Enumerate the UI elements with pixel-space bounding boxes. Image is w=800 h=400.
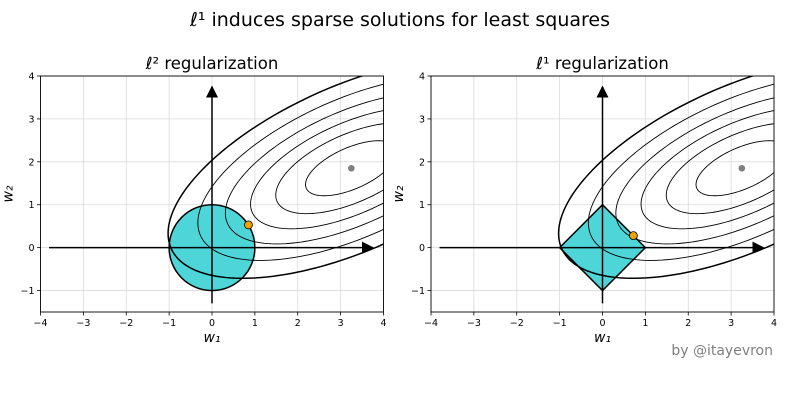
x-tick-label: −3: [467, 318, 481, 329]
unconstrained-minimum-point: [348, 164, 355, 172]
contour-line: [224, 97, 384, 245]
y-tick-label: −1: [411, 286, 425, 297]
y-tick-label: 2: [28, 157, 34, 168]
credit-text: by @itayevron: [671, 343, 773, 359]
axes-frame: [430, 75, 775, 313]
contour-line: [197, 83, 384, 261]
panel-title: ℓ¹ regularization: [535, 54, 669, 73]
plot-area: [49, 76, 384, 304]
x-tick-label: 4: [771, 318, 777, 329]
x-tick-label: −4: [33, 318, 47, 329]
contour-lines: [167, 76, 384, 280]
unconstrained-minimum-point: [738, 164, 746, 172]
y-axis-label: w₂: [391, 185, 407, 202]
contour-line: [695, 140, 774, 197]
x-tick-label: 2: [295, 318, 301, 329]
x-tick-label: −1: [162, 318, 176, 329]
panel-2: ℓ¹ regularization −4 −3 −2 −1 0 1 2 3 4 −1 0 1 2 3 4 w₁ w…: [391, 54, 777, 346]
panel-1: ℓ² regularization −4 −3 −2 −1 0 1 2 3 4 −1 0 1 2 3 4 w₁ w…: [1, 54, 387, 346]
y-tick-label: −1: [20, 286, 34, 297]
x-axis-label: w₁: [203, 330, 220, 346]
x-tick-label: 3: [728, 318, 734, 329]
x-tick-label: −2: [119, 318, 133, 329]
y-tick-label: 0: [28, 243, 34, 254]
y-tick-label: 3: [28, 114, 34, 125]
figure-title: ℓ¹ induces sparse solutions for least sq…: [189, 9, 610, 31]
x-tick-label: 2: [685, 318, 691, 329]
y-tick-label: 0: [419, 243, 425, 254]
y-tick-label: 1: [28, 200, 34, 211]
x-tick-label: 0: [599, 318, 605, 329]
x-tick-label: 3: [338, 318, 344, 329]
x-axis-label: w₁: [594, 330, 611, 346]
y-axis-label: w₂: [1, 185, 17, 202]
contour-line: [250, 110, 384, 230]
constrained-solution-point: [244, 220, 253, 230]
contour-line: [275, 123, 384, 215]
y-tick-label: 2: [419, 157, 425, 168]
contour-line: [665, 123, 774, 215]
contour-line: [167, 76, 384, 280]
x-tick-label: 1: [642, 318, 648, 329]
y-tick-label: 3: [419, 114, 425, 125]
x-tick-label: −2: [510, 318, 524, 329]
axes-frame: [40, 75, 384, 313]
panel-title: ℓ² regularization: [145, 54, 279, 73]
constrained-solution-point: [628, 231, 638, 241]
contour-lines: [557, 76, 774, 280]
contour-line: [615, 97, 774, 245]
x-tick-label: 1: [252, 318, 258, 329]
x-tick-label: −4: [424, 318, 438, 329]
y-tick-label: 4: [28, 72, 34, 83]
x-tick-label: 4: [380, 318, 386, 329]
x-tick-label: −1: [553, 318, 567, 329]
y-tick-label: 4: [419, 72, 425, 83]
y-tick-label: 1: [419, 200, 425, 211]
contour-line: [305, 140, 384, 197]
contour-line: [587, 83, 774, 261]
contour-line: [640, 110, 774, 230]
x-tick-label: −3: [76, 318, 90, 329]
contour-line: [557, 76, 774, 280]
plot-area: [439, 76, 774, 304]
x-tick-label: 0: [209, 318, 215, 329]
